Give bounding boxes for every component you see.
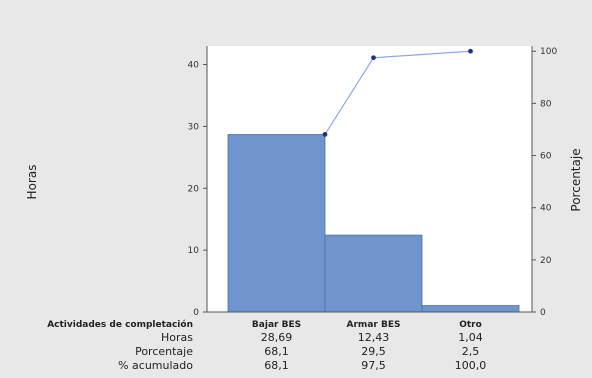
y-right-tick-label: 100 <box>540 47 557 57</box>
table-row-title: Actividades de completación <box>47 319 193 330</box>
table-cell: 68,1 <box>264 359 289 372</box>
table-cell: 28,69 <box>261 331 293 344</box>
table-cell: 68,1 <box>264 345 289 358</box>
y-right-tick-label: 40 <box>540 204 552 214</box>
category-label: Armar BES <box>347 320 401 330</box>
y-axis-right-title: Porcentaje <box>569 148 583 211</box>
table-cell: 1,04 <box>458 331 483 344</box>
y-tick-label: 0 <box>193 308 199 318</box>
table-cell: 2,5 <box>462 345 480 358</box>
table-cell: 100,0 <box>455 359 487 372</box>
table-row-label: Porcentaje <box>135 345 193 358</box>
y-right-tick-label: 60 <box>540 152 552 162</box>
y-tick-label: 20 <box>188 184 200 194</box>
y-tick-label: 40 <box>188 61 200 71</box>
bar-otro <box>421 305 520 313</box>
table-row-label: Horas <box>161 331 193 344</box>
table-cell: 29,5 <box>361 345 386 358</box>
category-label: Bajar BES <box>252 320 301 330</box>
y-tick-label: 30 <box>188 122 200 132</box>
cumulative-point <box>371 55 376 61</box>
y-right-tick-label: 0 <box>540 308 546 318</box>
y-tick-label: 10 <box>188 246 200 256</box>
table-cell: 97,5 <box>361 359 386 372</box>
y-right-tick-label: 80 <box>540 99 552 109</box>
table-row-label: % acumulado <box>118 359 193 372</box>
cumulative-point <box>322 132 328 137</box>
table-cell: 12,43 <box>358 331 390 344</box>
bar-armar-bes <box>324 234 423 313</box>
y-axis-title: Horas <box>25 165 39 200</box>
bar-bajar-bes <box>227 134 326 313</box>
y-right-tick-label: 20 <box>540 256 552 266</box>
category-label: Otro <box>459 320 482 330</box>
cumulative-point <box>468 48 473 54</box>
